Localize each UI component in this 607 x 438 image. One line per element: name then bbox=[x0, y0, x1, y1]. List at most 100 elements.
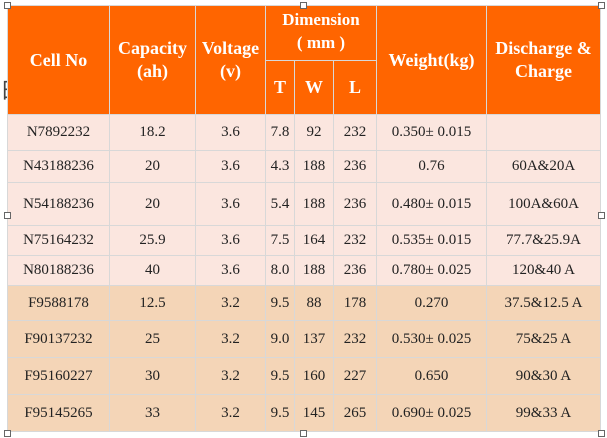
cell-weight: 0.690± 0.025 bbox=[376, 394, 487, 432]
cell-cell-no: F95145265 bbox=[7, 394, 110, 432]
cell-length: 236 bbox=[333, 255, 377, 286]
cell-cell-no: N75164232 bbox=[7, 225, 110, 256]
cell-capacity: 18.2 bbox=[109, 114, 196, 151]
header-dimension: Dimension ( mm ) bbox=[265, 5, 377, 61]
cell-capacity: 40 bbox=[109, 255, 196, 286]
cell-capacity: 20 bbox=[109, 182, 196, 226]
cell-width: 145 bbox=[294, 394, 334, 432]
header-t: T bbox=[265, 60, 295, 115]
cell-thickness: 7.8 bbox=[265, 114, 295, 151]
header-discharge-line1: Discharge & bbox=[495, 38, 592, 58]
cell-thickness: 9.5 bbox=[265, 285, 295, 321]
header-capacity-line2: (ah) bbox=[137, 61, 168, 81]
cell-discharge: 90&30 A bbox=[486, 357, 601, 395]
selection-handle-bottom-right[interactable] bbox=[598, 430, 605, 437]
cell-thickness: 5.4 bbox=[265, 182, 295, 226]
cell-capacity: 25.9 bbox=[109, 225, 196, 256]
cell-voltage: 3.2 bbox=[195, 394, 266, 432]
cell-discharge: 37.5&12.5 A bbox=[486, 285, 601, 321]
cell-weight: 0.780± 0.025 bbox=[376, 255, 487, 286]
cell-width: 160 bbox=[294, 357, 334, 395]
cell-discharge: 60A&20A bbox=[486, 150, 601, 183]
table-row: N54188236 20 3.6 5.4 188 236 0.480± 0.015 100A&… bbox=[7, 182, 601, 226]
header-discharge-line2: Charge bbox=[515, 61, 572, 81]
cell-cell-no: F9588178 bbox=[7, 285, 110, 321]
selection-handle-middle-left[interactable] bbox=[4, 212, 11, 219]
cell-width: 164 bbox=[294, 225, 334, 256]
header-dimension-line1: Dimension bbox=[282, 10, 360, 29]
cell-voltage: 3.6 bbox=[195, 114, 266, 151]
cell-voltage: 3.6 bbox=[195, 225, 266, 256]
cell-thickness: 4.3 bbox=[265, 150, 295, 183]
cell-length: 236 bbox=[333, 182, 377, 226]
cell-capacity: 33 bbox=[109, 394, 196, 432]
cell-discharge: 100A&60A bbox=[486, 182, 601, 226]
cell-cell-no: N80188236 bbox=[7, 255, 110, 286]
selection-handle-bottom-center[interactable] bbox=[300, 430, 307, 437]
cell-cell-no: N43188236 bbox=[7, 150, 110, 183]
selection-handle-top-left[interactable] bbox=[4, 2, 11, 9]
table-row: N43188236 20 3.6 4.3 188 236 0.76 60A&20A bbox=[7, 150, 601, 183]
table-row: N7892232 18.2 3.6 7.8 92 232 0.350± 0.015 bbox=[7, 114, 601, 151]
cell-length: 236 bbox=[333, 150, 377, 183]
header-capacity: Capacity (ah) bbox=[109, 5, 196, 115]
cell-weight: 0.650 bbox=[376, 357, 487, 395]
cell-thickness: 7.5 bbox=[265, 225, 295, 256]
cell-width: 188 bbox=[294, 255, 334, 286]
cell-width: 188 bbox=[294, 182, 334, 226]
cell-thickness: 9.5 bbox=[265, 357, 295, 395]
cell-discharge: 77.7&25.9A bbox=[486, 225, 601, 256]
cell-length: 232 bbox=[333, 225, 377, 256]
selection-handle-top-right[interactable] bbox=[598, 2, 605, 9]
table-row: N75164232 25.9 3.6 7.5 164 232 0.535± 0.015 77.… bbox=[7, 225, 601, 256]
header-w: W bbox=[294, 60, 334, 115]
cell-cell-no: F90137232 bbox=[7, 320, 110, 358]
cell-voltage: 3.2 bbox=[195, 357, 266, 395]
cell-length: 232 bbox=[333, 320, 377, 358]
header-voltage-line1: Voltage bbox=[201, 38, 260, 58]
table-row: F95160227 30 3.2 9.5 160 227 0.650 90&30 A bbox=[7, 357, 601, 395]
cell-discharge: 75&25 A bbox=[486, 320, 601, 358]
cell-capacity: 12.5 bbox=[109, 285, 196, 321]
header-voltage: Voltage (v) bbox=[195, 5, 266, 115]
cell-width: 92 bbox=[294, 114, 334, 151]
cell-width: 188 bbox=[294, 150, 334, 183]
header-capacity-line1: Capacity bbox=[118, 38, 187, 58]
battery-spec-table: Cell No Capacity (ah) Voltage (v) Dimens… bbox=[7, 5, 601, 432]
cell-weight: 0.480± 0.015 bbox=[376, 182, 487, 226]
header-discharge: Discharge & Charge bbox=[486, 5, 601, 115]
cell-thickness: 9.5 bbox=[265, 394, 295, 432]
header-l: L bbox=[333, 60, 377, 115]
cell-voltage: 3.6 bbox=[195, 182, 266, 226]
header-cell-no: Cell No bbox=[7, 5, 110, 115]
header-dimension-line2: ( mm ) bbox=[296, 33, 346, 52]
cell-weight: 0.530± 0.025 bbox=[376, 320, 487, 358]
cell-discharge: 120&40 A bbox=[486, 255, 601, 286]
selection-handle-bottom-left[interactable] bbox=[4, 430, 11, 437]
cell-length: 265 bbox=[333, 394, 377, 432]
cell-weight: 0.350± 0.015 bbox=[376, 114, 487, 151]
cell-voltage: 3.6 bbox=[195, 150, 266, 183]
cell-voltage: 3.6 bbox=[195, 255, 266, 286]
cell-length: 232 bbox=[333, 114, 377, 151]
header-weight: Weight(kg) bbox=[376, 5, 487, 115]
selection-handle-middle-right[interactable] bbox=[598, 212, 605, 219]
cell-voltage: 3.2 bbox=[195, 285, 266, 321]
cell-voltage: 3.2 bbox=[195, 320, 266, 358]
cell-cell-no: N54188236 bbox=[7, 182, 110, 226]
header-voltage-line2: (v) bbox=[220, 61, 241, 81]
cell-thickness: 9.0 bbox=[265, 320, 295, 358]
cell-weight: 0.535± 0.015 bbox=[376, 225, 487, 256]
selection-handle-top-center[interactable] bbox=[300, 2, 307, 9]
cell-thickness: 8.0 bbox=[265, 255, 295, 286]
cell-capacity: 25 bbox=[109, 320, 196, 358]
table-row: F90137232 25 3.2 9.0 137 232 0.530± 0.025 75&25… bbox=[7, 320, 601, 358]
cell-width: 88 bbox=[294, 285, 334, 321]
cell-cell-no: N7892232 bbox=[7, 114, 110, 151]
cell-capacity: 30 bbox=[109, 357, 196, 395]
cell-discharge bbox=[486, 114, 601, 151]
cell-weight: 0.76 bbox=[376, 150, 487, 183]
cell-length: 178 bbox=[333, 285, 377, 321]
cell-discharge: 99&33 A bbox=[486, 394, 601, 432]
cell-width: 137 bbox=[294, 320, 334, 358]
